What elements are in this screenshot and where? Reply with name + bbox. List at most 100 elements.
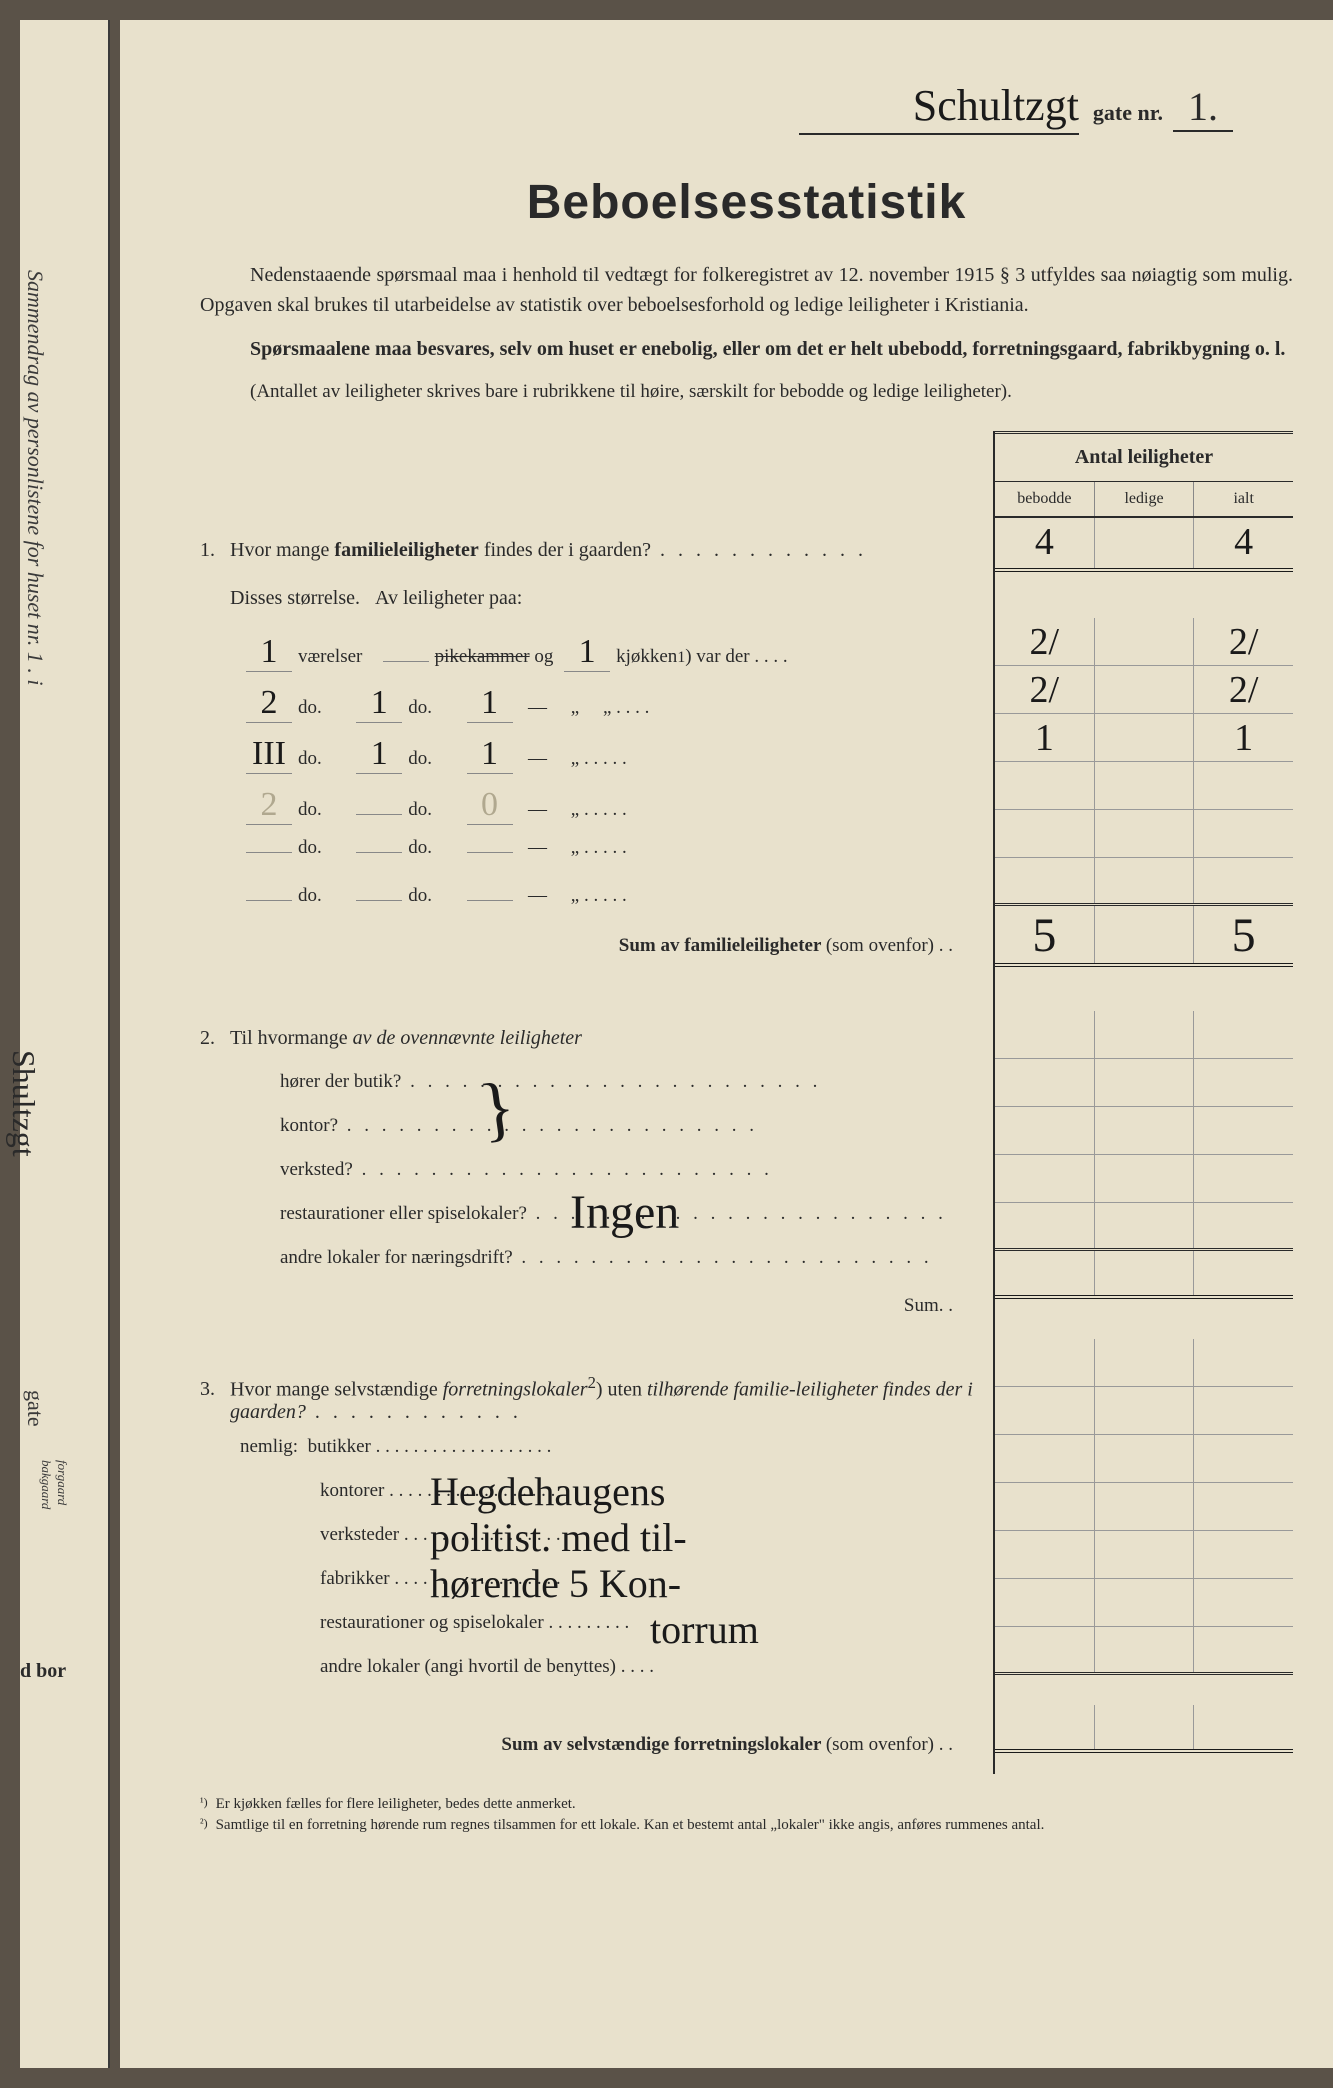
q3-data-row-5 [995,1579,1293,1627]
intro-para-1-text: Nedenstaaende spørsmaal maa i henhold ti… [200,264,1293,316]
q3-d6-b [995,1627,1095,1672]
q1-size-row-6: do. do. — „ . . . . . [200,879,973,927]
q1-text-b: findes der i gaarden? [479,539,651,561]
q1-r6-vaer [246,900,292,901]
q2-text-italic: av de ovennævnte leiligheter [353,1027,582,1049]
q3-d2-l [1095,1435,1195,1482]
q3-text-a: Hvor mange selvstændige [230,1378,443,1400]
q1-total-ledige [1095,518,1195,568]
q1-data-row-5 [995,810,1293,858]
q1-d3-l [1095,714,1195,761]
q1-total-row: 4 4 [995,518,1293,572]
q1-r1-kjok: 1 [564,633,610,672]
q3-d6-i [1194,1627,1293,1672]
q1-r6-pike [356,900,402,901]
q1-d3-i: 1 [1194,714,1293,761]
q1-total-ialt: 4 [1194,518,1293,568]
intro-para-1: Nedenstaaende spørsmaal maa i henhold ti… [200,260,1293,320]
lbl-do-2b: do. [408,697,432,719]
q3-d3-l [1095,1483,1195,1530]
lbl-do-3a: do. [298,748,322,770]
q2-sum: Sum. . [200,1287,973,1335]
q2-l4: restaurationer eller spiselokaler? [280,1203,527,1224]
q1-r1-pike [383,661,429,662]
q1-r5-pike [356,852,402,853]
sidebar-forgaard: forgaard [55,1460,70,1505]
q1-sum-l [1095,906,1195,963]
q3-text-b: ) uten [596,1378,647,1400]
q3-data-row-4 [995,1531,1293,1579]
q2-l1: hører der butik? [280,1071,401,1092]
lbl-q-6: „ [571,885,579,907]
q2-d2-i [1194,1059,1293,1106]
q1-size-row-3: III do. 1 do. 1 — „ . . . . . [200,729,973,780]
q3-d0-i [1194,1339,1293,1386]
q3-hw-line-1: Hegdehaugens [430,1470,665,1514]
q1-d1-i: 2/ [1194,618,1293,665]
table-header-cols: bebodde ledige ialt [995,482,1293,516]
q1-data-row-2: 2/ 2/ [995,666,1293,714]
q2-row: 2. Til hvormange av de ovennævnte leilig… [200,1019,973,1067]
q1-sum-label: Sum av familieleiligheter [619,935,821,956]
q1-d4-b [995,762,1095,809]
document-title: Beboelsesstatistik [200,175,1293,230]
lbl-do-4b: do. [408,799,432,821]
q1-number: 1. [200,539,230,562]
q3-l5: restaurationer og spiselokaler [320,1612,544,1633]
q1-r4-pike [356,814,402,815]
q3-d3-b [995,1483,1095,1530]
lbl-dash-2: — [528,697,547,719]
lbl-kjokken: kjøkken [616,646,677,668]
q2-d5-l [1095,1203,1195,1248]
q3-data-row-0 [995,1339,1293,1387]
q3-sum-data-row [995,1705,1293,1753]
q3-s-b [995,1705,1095,1749]
q3-l6: andre lokaler (angi hvortil de benyttes) [320,1656,616,1677]
q3-italic1: forretningslokaler [443,1378,588,1400]
lbl-q-2: „ [571,697,579,719]
table-header: Antal leiligheter bebodde ledige ialt [995,431,1293,518]
q2-text: Til hvormange av de ovennævnte leilighet… [230,1027,973,1050]
q1-r3-vaer: III [246,735,292,774]
q3-nemlig-lbl: nemlig: [240,1436,298,1457]
q3-d4-i [1194,1531,1293,1578]
q1-size-row-1: 1 værelser pikekammer og 1 kjøkken1) var… [200,627,973,678]
lbl-dash-6: — [528,885,547,907]
q3-sum-label: Sum av selvstændige forretningslokaler [501,1734,821,1755]
q2-data-row-1 [995,1011,1293,1059]
q1-sum-row: Sum av familieleiligheter (som ovenfor) … [200,927,973,975]
q1-sum-b: 5 [995,906,1095,963]
intro-para-2: Spørsmaalene maa besvares, selv om huset… [200,334,1293,364]
q2-d4-b [995,1155,1095,1202]
q1-size-row-5: do. do. — „ . . . . . [200,831,973,879]
lbl-q-5: „ [571,837,579,859]
q3-text: Hvor mange selvstændige forretningslokal… [230,1373,973,1425]
q3-d1-l [1095,1387,1195,1434]
intro-para-2-text: Spørsmaalene maa besvares, selv om huset… [250,338,1285,360]
q1-row: 1. Hvor mange familieleiligheter findes … [200,531,973,579]
q1-r4-kjok: 0 [467,786,513,825]
q2-d4-i [1194,1155,1293,1202]
sidebar-margin: Sammendrag av personlistene for huset nr… [20,20,110,2068]
header-street-name: Schultzgt [799,80,1079,135]
q3-d4-l [1095,1531,1195,1578]
lbl-q-2b: „ [603,697,611,719]
q3-d0-b [995,1339,1095,1386]
q1-disses-row: Disses størrelse. Av leiligheter paa: [200,579,973,627]
lbl-dash-5: — [528,837,547,859]
sidebar-bakgaard: bakgaard [39,1460,54,1509]
q2-line-2: kontor? [200,1111,973,1155]
q1-data-row-3: 1 1 [995,714,1293,762]
sidebar-handwritten-street: Shultzgt [5,1050,42,1157]
fn2-num: ²) [200,1815,208,1836]
q1-sum-data-row: 5 5 [995,906,1293,967]
q1-sum-i: 5 [1194,906,1293,963]
sidebar-gate-label: gate [22,1390,48,1427]
q3-row: 3. Hvor mange selvstændige forretningslo… [200,1365,973,1433]
q1-size-row-2: 2 do. 1 do. 1 — „ „ . . . . [200,678,973,729]
intro-note: (Antallet av leiligheter skrives bare i … [200,378,1293,407]
q1-d4-l [1095,762,1195,809]
header-gate-number: 1. [1173,83,1233,132]
q1-text-bold: familieleiligheter [334,539,478,561]
q3-d3-i [1194,1483,1293,1530]
